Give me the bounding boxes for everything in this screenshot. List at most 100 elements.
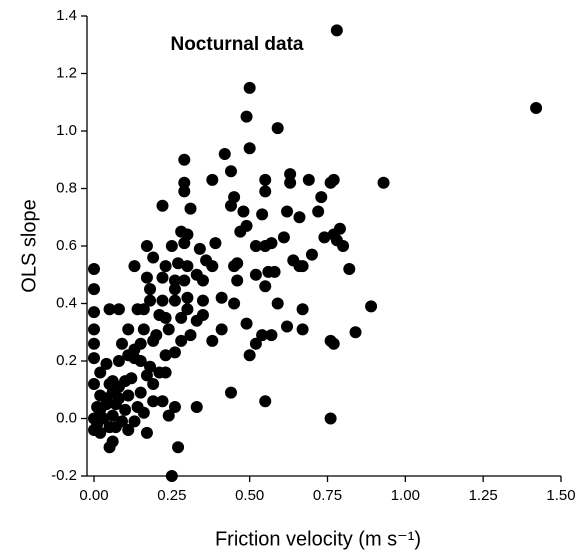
point <box>88 352 101 365</box>
point <box>206 173 219 186</box>
point <box>215 291 228 304</box>
point <box>284 168 297 181</box>
point <box>156 199 169 212</box>
point <box>265 329 278 342</box>
point <box>377 176 390 189</box>
point <box>156 271 169 284</box>
point <box>231 274 244 287</box>
x-tick-label: 0.50 <box>235 487 264 504</box>
point <box>156 294 169 307</box>
point <box>140 369 153 382</box>
point <box>259 173 272 186</box>
point <box>178 176 191 189</box>
point <box>165 240 178 252</box>
point <box>318 231 331 244</box>
point <box>259 395 272 408</box>
point <box>134 355 147 367</box>
point <box>224 199 237 212</box>
point <box>284 176 297 189</box>
point <box>144 294 157 307</box>
point <box>112 355 125 367</box>
point <box>88 306 101 319</box>
point <box>147 395 160 408</box>
point <box>196 309 209 321</box>
point <box>365 300 378 313</box>
point <box>119 403 132 416</box>
point <box>172 441 185 454</box>
point <box>178 237 191 250</box>
point <box>243 349 256 362</box>
x-tick-label: 1.50 <box>546 487 575 504</box>
point <box>196 274 209 287</box>
point <box>262 265 275 278</box>
point <box>181 260 194 273</box>
point <box>109 398 122 411</box>
point <box>277 231 290 244</box>
point <box>296 323 309 336</box>
point <box>159 349 172 362</box>
point <box>172 257 185 270</box>
x-axis-label: Friction velocity (m s⁻¹) <box>215 528 421 550</box>
point <box>296 303 309 316</box>
point <box>243 81 256 94</box>
point <box>256 329 269 342</box>
point <box>224 165 237 178</box>
point <box>137 406 150 419</box>
x-tick-label: 0.75 <box>313 487 342 504</box>
point <box>128 260 141 273</box>
point <box>302 173 315 186</box>
x-tick-label: 0.00 <box>79 487 108 504</box>
point <box>165 470 178 482</box>
point <box>190 401 203 413</box>
point <box>240 110 253 123</box>
point <box>140 271 153 284</box>
point <box>175 334 188 347</box>
y-tick-label: 1.4 <box>56 7 77 24</box>
x-tick-label: 1.25 <box>469 487 498 504</box>
y-axis-label: OLS slope <box>18 199 40 292</box>
point <box>100 392 113 405</box>
point <box>184 202 197 215</box>
point <box>128 343 141 356</box>
point <box>181 291 194 304</box>
point <box>178 153 191 166</box>
point <box>193 242 206 255</box>
y-tick-label: 1.2 <box>56 64 77 81</box>
point <box>168 283 181 296</box>
point <box>327 337 340 350</box>
point <box>147 378 160 390</box>
point <box>175 311 188 324</box>
point <box>218 148 231 160</box>
point <box>122 424 135 436</box>
point <box>109 421 122 434</box>
y-tick-label: 1.0 <box>56 122 77 139</box>
point <box>103 441 116 454</box>
point <box>349 326 362 339</box>
point <box>168 401 181 413</box>
point <box>162 323 175 336</box>
point <box>128 415 141 428</box>
point <box>147 251 160 264</box>
point <box>156 395 169 408</box>
point <box>168 346 181 359</box>
point <box>122 323 135 336</box>
point <box>324 412 337 425</box>
point <box>305 248 318 261</box>
point <box>178 274 191 287</box>
point <box>178 185 191 198</box>
point <box>134 386 147 399</box>
y-tick-label: 0.8 <box>56 179 77 196</box>
point <box>293 211 306 224</box>
point <box>324 176 337 189</box>
point <box>249 240 262 252</box>
point <box>159 260 172 273</box>
point <box>162 409 175 422</box>
point <box>237 205 250 218</box>
point <box>249 268 262 281</box>
point <box>259 280 272 293</box>
point <box>103 303 116 316</box>
point <box>116 337 129 350</box>
point <box>209 237 222 250</box>
point <box>88 378 101 390</box>
chart-title: Nocturnal data <box>170 34 303 55</box>
